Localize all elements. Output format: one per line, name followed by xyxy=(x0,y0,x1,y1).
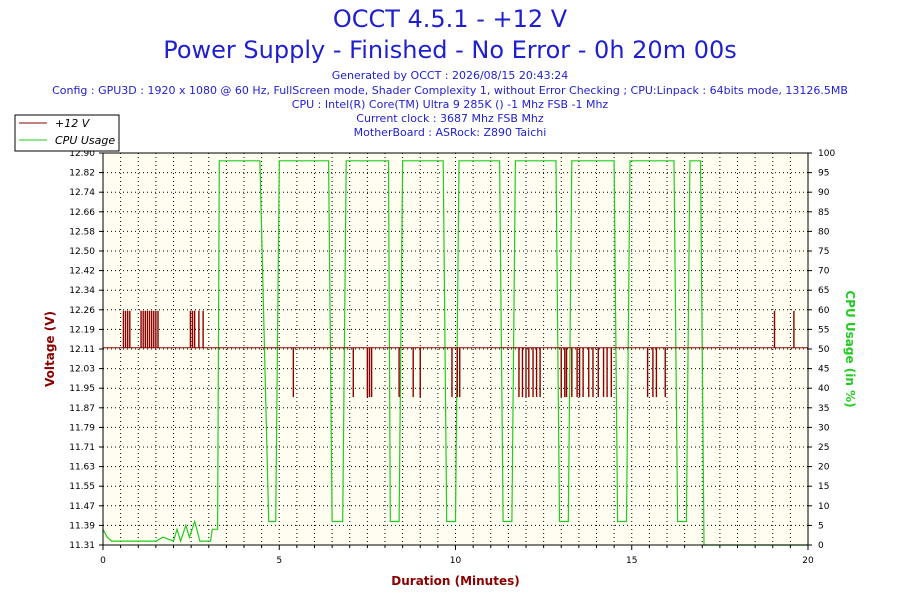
y-tick-label: 11.39 xyxy=(69,521,95,531)
y2-tick-label: 15 xyxy=(818,482,829,492)
y2-tick-label: 35 xyxy=(818,404,829,414)
y2-tick-label: 20 xyxy=(818,463,830,473)
y2-tick-label: 60 xyxy=(818,306,830,316)
y-tick-label: 11.55 xyxy=(69,482,95,492)
cpu-info: CPU : Intel(R) Core(TM) Ultra 9 285K () … xyxy=(291,98,609,111)
y2-tick-label: 75 xyxy=(818,247,829,257)
y-tick-label: 12.82 xyxy=(69,169,95,179)
x-tick-label: 0 xyxy=(100,556,106,566)
generated-info: Generated by OCCT : 2026/08/15 20:43:24 xyxy=(331,69,569,82)
y-tick-label: 11.31 xyxy=(69,541,95,551)
axis-ticks: 11.31 0 11.39 5 11.47 10 11.55 15 11.63 20 11.71 25… xyxy=(69,149,835,566)
y2-tick-label: 40 xyxy=(818,384,830,394)
y-tick-label: 11.71 xyxy=(69,443,95,453)
y2-tick-label: 70 xyxy=(818,267,830,277)
y-tick-label: 12.34 xyxy=(69,286,95,296)
x-tick-label: 20 xyxy=(802,556,814,566)
y2-tick-label: 45 xyxy=(818,365,829,375)
y2-tick-label: 80 xyxy=(818,227,830,237)
y-tick-label: 11.63 xyxy=(69,463,95,473)
legend-label-voltage: +12 V xyxy=(55,117,91,130)
y2-axis-label: CPU Usage (in %) xyxy=(843,290,857,407)
y-tick-label: 12.42 xyxy=(69,267,95,277)
y2-tick-label: 100 xyxy=(818,149,835,159)
y2-tick-label: 55 xyxy=(818,325,829,335)
y2-tick-label: 5 xyxy=(818,521,824,531)
y2-tick-label: 85 xyxy=(818,208,829,218)
config-info: Config : GPU3D : 1920 x 1080 @ 60 Hz, Fu… xyxy=(52,84,848,97)
y2-tick-label: 50 xyxy=(818,345,830,355)
y-tick-label: 12.50 xyxy=(69,247,95,257)
legend: +12 V CPU Usage xyxy=(14,114,120,152)
legend-label-cpu: CPU Usage xyxy=(55,134,115,147)
cpu-usage-line xyxy=(102,160,808,546)
y-tick-label: 12.03 xyxy=(69,365,95,375)
voltage-series xyxy=(103,310,808,398)
y-tick-label: 12.26 xyxy=(69,306,95,316)
x-axis-label: Duration (Minutes) xyxy=(391,574,519,588)
y-axis-label: Voltage (V) xyxy=(43,311,57,387)
x-tick-label: 10 xyxy=(450,556,462,566)
y-tick-label: 12.74 xyxy=(69,188,95,198)
motherboard-info: MotherBoard : ASRock: Z890 Taichi xyxy=(353,126,547,139)
y2-tick-label: 10 xyxy=(818,502,830,512)
y-tick-label: 12.58 xyxy=(69,227,95,237)
x-tick-label: 5 xyxy=(276,556,282,566)
y2-tick-label: 65 xyxy=(818,286,829,296)
y2-tick-label: 30 xyxy=(818,423,830,433)
y2-tick-label: 25 xyxy=(818,443,829,453)
y-tick-label: 12.11 xyxy=(69,345,95,355)
y-tick-label: 12.19 xyxy=(69,325,95,335)
y2-tick-label: 0 xyxy=(818,541,824,551)
chart-subtitle: Power Supply - Finished - No Error - 0h … xyxy=(163,36,737,64)
legend-box xyxy=(14,114,120,152)
y-tick-label: 11.79 xyxy=(69,423,95,433)
y-tick-label: 11.95 xyxy=(69,384,95,394)
x-tick-label: 15 xyxy=(626,556,637,566)
y2-tick-label: 95 xyxy=(818,169,829,179)
y-tick-label: 11.87 xyxy=(69,404,95,414)
cpu-usage-series xyxy=(102,160,808,546)
y2-tick-label: 90 xyxy=(818,188,830,198)
chart-title: OCCT 4.5.1 - +12 V xyxy=(332,5,568,33)
clock-info: Current clock : 3687 Mhz FSB Mhz xyxy=(356,112,544,125)
y-tick-label: 11.47 xyxy=(69,502,95,512)
y-tick-label: 12.66 xyxy=(69,208,95,218)
y-tick-label: 12.90 xyxy=(69,149,95,159)
